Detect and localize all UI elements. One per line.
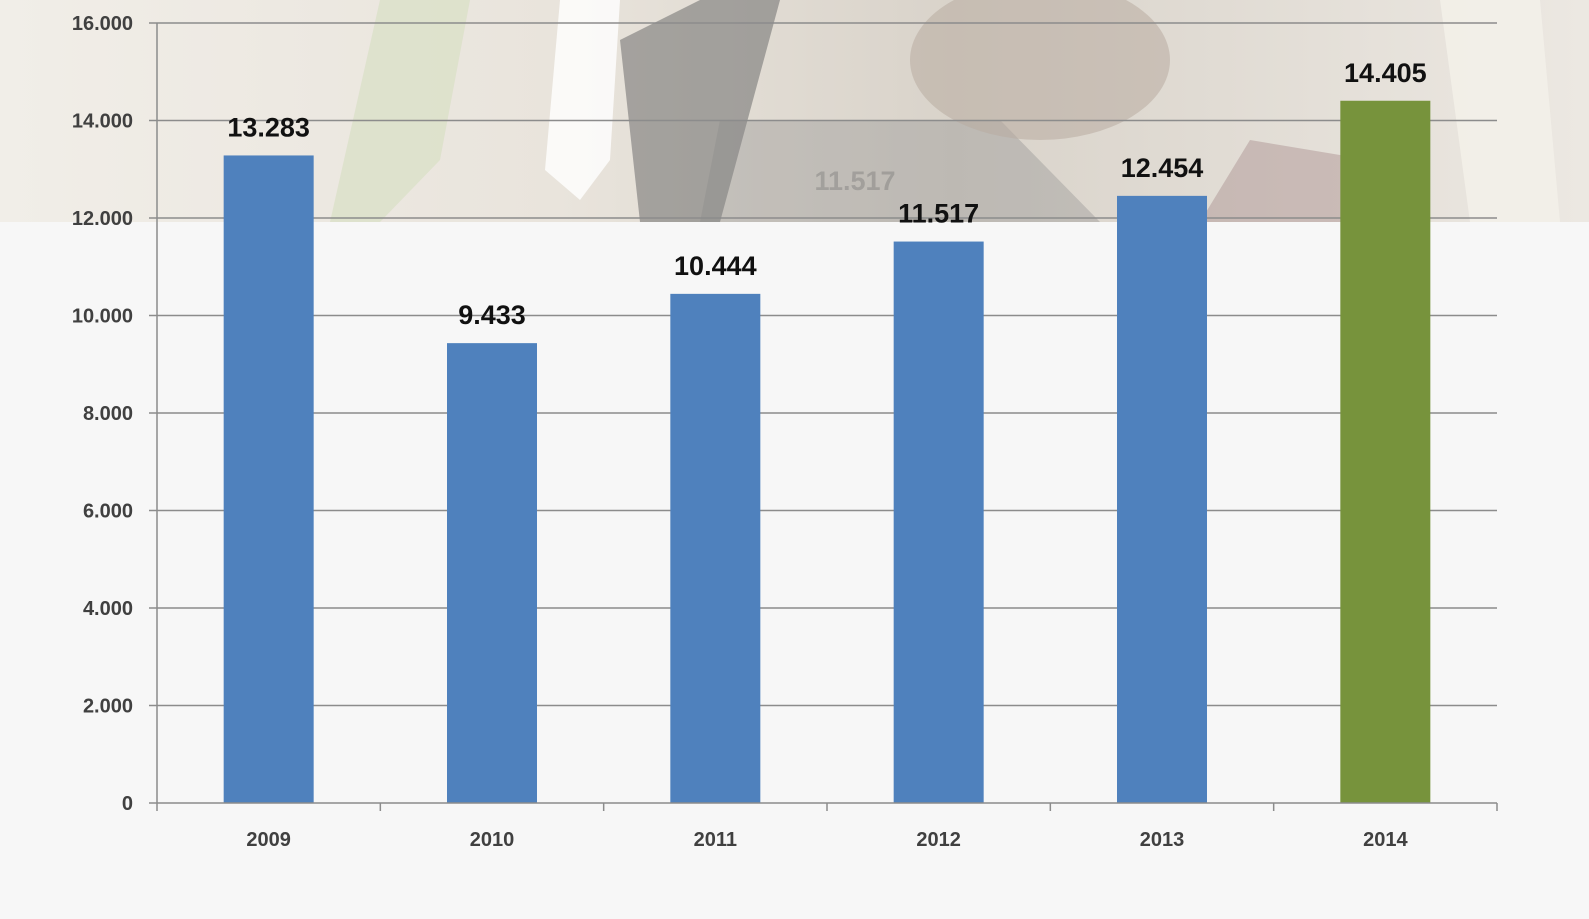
y-tick-label: 16.000 [72, 13, 133, 35]
gridlines [157, 22, 1497, 707]
y-tick-label: 0 [122, 793, 133, 815]
bars [223, 100, 1431, 804]
y-tick-label: 14.000 [72, 111, 133, 133]
bar-2014 [1340, 100, 1431, 804]
y-tick-label: 8.000 [83, 403, 133, 425]
y-tick-label: 10.000 [72, 306, 133, 328]
y-axis-tick-labels: 0 2.000 4.000 6.000 8.000 10.000 12.000 14.000 1… [72, 13, 133, 815]
x-tick-label: 2014 [1363, 829, 1408, 851]
bar-2011 [670, 293, 761, 803]
x-axis-tick-labels: 2009 2010 2011 2012 2013 2014 [246, 829, 1408, 851]
data-label-2011: 10.444 [674, 251, 757, 281]
data-label-2009: 13.283 [227, 112, 310, 142]
data-labels: 13.283 9.433 10.444 11.517 12.454 14.405 [227, 58, 1426, 330]
axes [149, 22, 1498, 811]
data-label-2010: 9.433 [458, 300, 526, 330]
data-label-2013: 12.454 [1121, 153, 1204, 183]
background-photo-label: 11.517 [814, 166, 895, 196]
y-tick-label: 6.000 [83, 501, 133, 523]
data-label-2014: 14.405 [1344, 58, 1427, 88]
x-tick-label: 2010 [470, 829, 515, 851]
bar-2013 [1117, 195, 1207, 803]
bar-2009 [223, 155, 314, 804]
data-label-2012: 11.517 [898, 199, 979, 229]
y-tick-label: 2.000 [83, 696, 133, 718]
x-tick-label: 2013 [1140, 829, 1185, 851]
x-tick-label: 2012 [916, 829, 961, 851]
y-tick-label: 12.000 [72, 208, 133, 230]
bar-2012 [893, 241, 984, 803]
x-tick-label: 2009 [246, 829, 291, 851]
bar-2010 [447, 343, 537, 803]
y-tick-label: 4.000 [83, 598, 133, 620]
x-tick-label: 2011 [694, 829, 737, 851]
